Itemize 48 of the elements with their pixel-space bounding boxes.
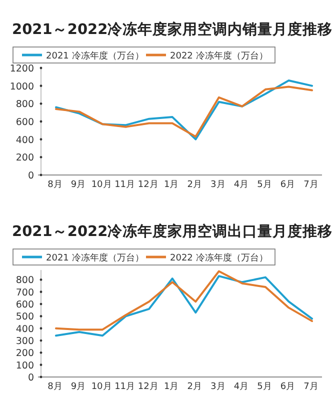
x-tick-label: 1月 (164, 180, 179, 190)
y-tick-label: 300 (16, 336, 34, 347)
legend-label: 2022 冷冻年度（万台） (170, 252, 268, 263)
y-tick-label: 1000 (10, 81, 34, 92)
x-tick-label: 11月 (114, 180, 136, 190)
legend-label: 2021 冷冻年度（万台） (46, 50, 144, 62)
x-tick-label: 1月 (164, 382, 179, 392)
x-tick-label: 2月 (187, 180, 202, 190)
y-tick-label: 200 (16, 348, 34, 359)
y-tick-label: 0 (28, 170, 34, 182)
x-tick-label: 3月 (210, 382, 226, 392)
x-tick-label: 4月 (234, 180, 249, 190)
y-tick-label: 800 (16, 274, 34, 286)
x-tick-label: 8月 (48, 180, 62, 190)
x-tick-label: 10月 (91, 180, 112, 190)
x-tick-label: 12月 (138, 180, 158, 190)
chart-title: 2021～2022冷冻年度家用空调内销量月度推移 (12, 20, 333, 38)
x-tick-label: 2月 (187, 382, 202, 392)
x-tick-label: 7月 (304, 382, 318, 392)
x-tick-label: 12月 (138, 382, 158, 392)
y-tick-label: 400 (16, 323, 34, 334)
y-tick-label: 500 (16, 311, 34, 322)
y-tick-label: 200 (16, 152, 34, 164)
y-tick-label: 800 (16, 99, 34, 110)
legend-label: 2022 冷冻年度（万台） (170, 50, 268, 62)
x-tick-label: 10月 (91, 382, 112, 392)
x-tick-label: 11月 (114, 382, 136, 392)
chart-title: 2021～2022冷冻年度家用空调出口量月度推移 (12, 222, 333, 240)
y-tick-label: 400 (16, 134, 34, 146)
x-tick-label: 9月 (70, 382, 86, 392)
x-tick-label: 4月 (234, 382, 249, 392)
x-tick-label: 5月 (257, 382, 272, 392)
y-tick-label: 0 (28, 372, 34, 383)
x-tick-label: 6月 (280, 382, 296, 392)
line-series (55, 270, 313, 330)
y-tick-label: 100 (16, 360, 34, 371)
x-tick-label: 5月 (257, 180, 272, 190)
y-tick-label: 600 (16, 117, 34, 128)
legend-label: 2021 冷冻年度（万台） (46, 252, 144, 263)
y-tick-label: 600 (16, 299, 34, 310)
x-tick-label: 6月 (280, 180, 296, 190)
x-tick-label: 7月 (304, 180, 318, 190)
x-tick-label: 8月 (48, 382, 62, 392)
y-tick-label: 1200 (10, 64, 34, 74)
x-tick-label: 9月 (70, 180, 86, 190)
x-tick-label: 3月 (210, 180, 226, 190)
y-tick-label: 700 (16, 286, 34, 298)
line-series (55, 274, 313, 336)
